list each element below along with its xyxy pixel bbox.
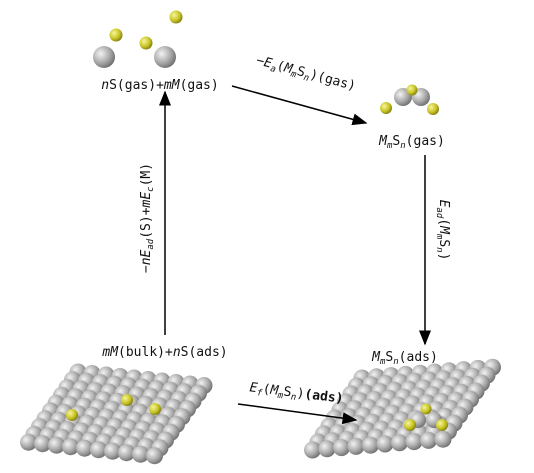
label-part: ad [434, 207, 444, 218]
surface-atom [304, 442, 321, 459]
surface-atom [435, 431, 452, 448]
label-part: )(gas) [308, 67, 357, 94]
label-part: S [385, 350, 393, 365]
adsorbed-cluster-atom [436, 419, 448, 431]
surface-atom [377, 436, 394, 453]
surface-atom [362, 437, 379, 454]
state-label: MmSn(ads) [371, 350, 438, 367]
surface-atom [146, 447, 163, 464]
label-part: E [436, 200, 451, 208]
label-part: S [392, 134, 400, 149]
edge-label: −nEad(S)+mEc(M) [139, 163, 156, 273]
surface-atom [333, 439, 350, 456]
label-part: ) [436, 253, 451, 261]
label-part: n [139, 257, 154, 265]
label-part: S(ads) [181, 345, 228, 360]
surface-atom [406, 433, 423, 450]
surface-atom [319, 440, 336, 457]
label-part: (M) [139, 163, 154, 186]
edge-label: Ef(MmSn)(ads) [248, 380, 344, 408]
label-part: (gas) [406, 134, 445, 149]
diagram: nS(gas)+mM(gas) −Ea(MmSn)(gas) MmSn(gas)… [0, 0, 534, 473]
surface-atom [420, 432, 437, 449]
adsorbed-cluster-atom [404, 419, 416, 431]
label-part: ( [436, 218, 451, 226]
label-part: (ads) [399, 350, 438, 365]
label-part: E [139, 249, 154, 257]
state-label: mM(bulk)+nS(ads) [101, 345, 227, 360]
surface-atom [348, 438, 365, 455]
adsorbed-s [66, 409, 78, 421]
label-part: S(gas)+ [109, 78, 164, 93]
label-part: ad [146, 238, 156, 249]
label-part: m [101, 345, 110, 360]
adsorbed-cluster-atom [421, 404, 432, 415]
label-part: n [101, 78, 109, 93]
gas-atoms [93, 11, 183, 69]
label-part: S [436, 239, 451, 247]
label-part: E [139, 192, 154, 200]
edge-label: −Ea(MmSn)(gas) [254, 53, 357, 96]
gas-cluster [380, 85, 439, 116]
label-part: (bulk)+ [118, 345, 173, 360]
label-part: m [163, 78, 172, 93]
label-part: − [139, 265, 154, 273]
state-label: nS(gas)+mM(gas) [101, 78, 218, 93]
surface-slabs [20, 359, 501, 465]
edge-label: Ead(MmSn) [434, 200, 451, 261]
label-part: (ads) [304, 387, 345, 407]
label-part: m [139, 199, 154, 208]
adsorbed-s [121, 394, 133, 406]
adsorbed-s [149, 403, 161, 415]
label-part: n [173, 345, 181, 360]
surface-atom [391, 434, 408, 451]
label-part: (gas) [180, 78, 219, 93]
state-label: MmSn(gas) [378, 134, 445, 151]
label-part: (S)+ [139, 207, 154, 238]
